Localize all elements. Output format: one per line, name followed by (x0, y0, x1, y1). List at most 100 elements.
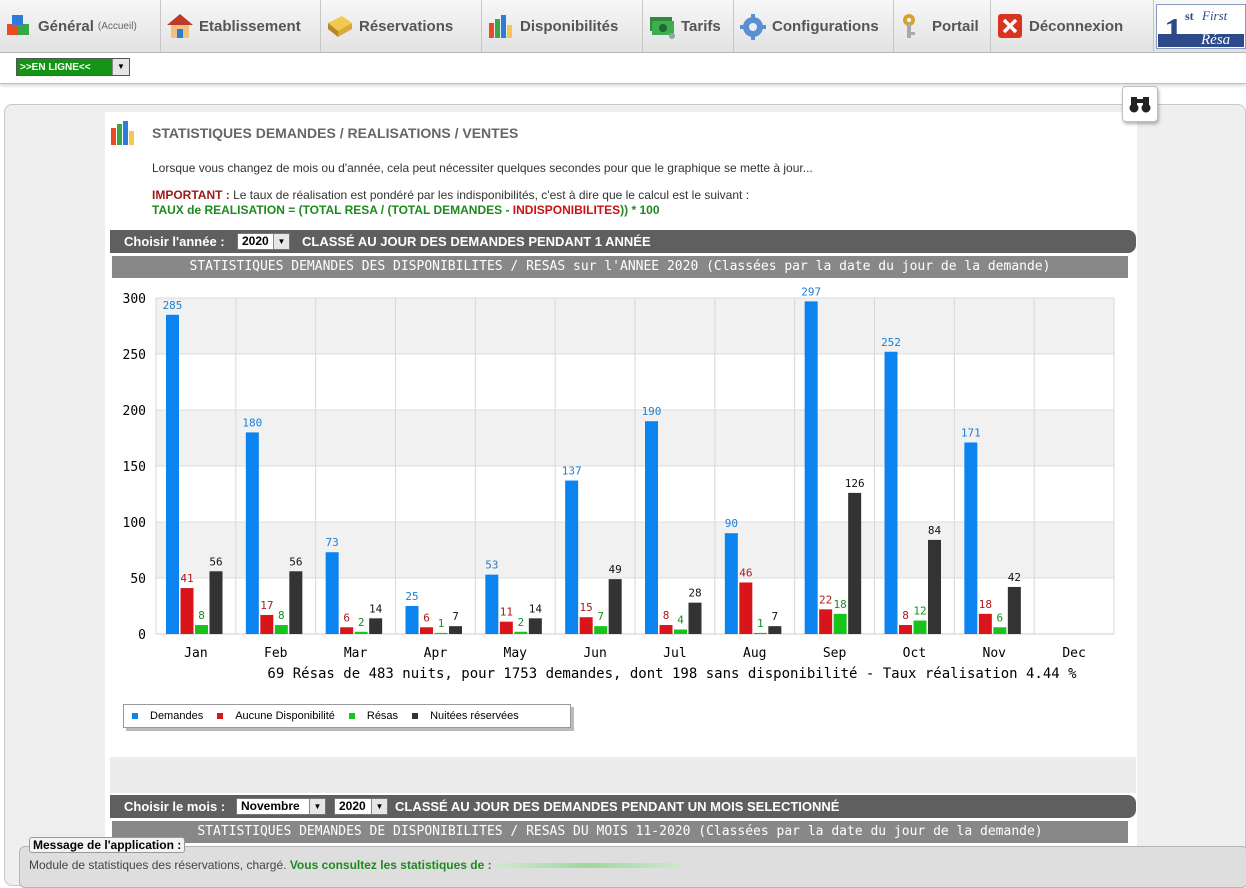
online-status-select[interactable]: >>EN LIGNE<< ▼ (16, 58, 130, 76)
bar-aucune-disponibilit- (180, 588, 194, 634)
nav-etablissement[interactable]: Etablissement (161, 0, 321, 52)
chevron-down-icon[interactable]: ▼ (309, 799, 325, 814)
bar-nuit-es-r-serv-es (688, 602, 702, 634)
bar-aucune-disponibilit- (499, 621, 513, 634)
bar-r-sas (195, 625, 208, 634)
bar-value-label: 7 (597, 610, 604, 623)
nav-general[interactable]: Général (Accueil) (0, 0, 161, 52)
bar-nuit-es-r-serv-es (1007, 586, 1021, 634)
bar-r-sas (354, 631, 368, 634)
important-note: IMPORTANT : Le taux de réalisation est p… (152, 188, 749, 202)
bar-value-label: 285 (163, 299, 183, 312)
bar-demandes (964, 442, 978, 634)
bar-value-label: 53 (485, 559, 498, 572)
bar-value-label: 190 (642, 405, 662, 418)
cubes-icon (7, 15, 29, 35)
bar-value-label: 6 (997, 611, 1004, 624)
status-message-green: Vous consultez les statistiques de : (289, 858, 492, 872)
bar-nuit-es-r-serv-es (369, 618, 383, 634)
x-tick-label: May (504, 646, 528, 661)
year-selector-band: Choisir l'année : 2020 ▼ CLASSÉ AU JOUR … (110, 230, 1136, 253)
status-message-text: Module de statistiques des réservations,… (29, 858, 290, 872)
bar-value-label: 22 (819, 593, 832, 606)
nav-configurations-label: Configurations (772, 17, 879, 35)
house-icon (167, 14, 193, 38)
x-tick-label: Nov (983, 646, 1007, 661)
bar-value-label: 6 (343, 611, 350, 624)
bar-value-label: 2 (358, 616, 365, 629)
bar-demandes (405, 606, 419, 634)
bar-value-label: 11 (500, 606, 513, 619)
important-label: IMPORTANT : (152, 188, 230, 202)
bar-value-label: 2 (518, 616, 525, 629)
x-tick-label: Jul (663, 646, 686, 661)
svg-text:First: First (1201, 8, 1228, 23)
legend-label: Demandes (150, 710, 204, 722)
bar-r-sas (594, 626, 608, 634)
formula-part-b: INDISPONIBILITES (512, 203, 621, 217)
nav-portail-label: Portail (932, 17, 979, 35)
gear-icon (740, 14, 766, 40)
chevron-down-icon[interactable]: ▼ (273, 234, 289, 249)
bar-value-label: 8 (902, 609, 909, 622)
close-icon (998, 14, 1022, 38)
month-band-caption: CLASSÉ AU JOUR DES DEMANDES PENDANT UN M… (395, 799, 840, 814)
y-tick-label: 250 (123, 348, 146, 363)
search-binoculars-button[interactable] (1122, 86, 1158, 122)
bar-value-label: 46 (739, 566, 752, 579)
nav-general-sub: (Accueil) (97, 20, 137, 32)
nav-reservations[interactable]: Réservations (321, 0, 482, 52)
bar-value-label: 56 (209, 555, 222, 568)
legend-swatch (348, 713, 355, 719)
bar-demandes (565, 480, 579, 634)
nav-portail[interactable]: Portail (894, 0, 991, 52)
bar-nuit-es-r-serv-es (209, 571, 223, 634)
month-select[interactable]: Novembre ▼ (236, 798, 326, 815)
nav-disponibilites[interactable]: Disponibilités (482, 0, 643, 52)
bar-demandes (724, 533, 738, 634)
bar-nuit-es-r-serv-es (528, 618, 542, 634)
x-tick-label: Mar (344, 646, 368, 661)
nav-configurations[interactable]: Configurations (734, 0, 894, 52)
bar-aucune-disponibilit- (340, 627, 354, 634)
bar-value-label: 17 (260, 599, 273, 612)
y-tick-label: 150 (123, 460, 146, 475)
bar-aucune-disponibilit- (819, 609, 833, 634)
bar-value-label: 56 (289, 555, 302, 568)
bar-demandes (804, 301, 818, 634)
bar-demandes (485, 574, 499, 634)
nav-deconnexion[interactable]: Déconnexion (991, 0, 1154, 52)
legend-label: Résas (366, 710, 399, 722)
legend-label: Aucune Disponibilité (235, 710, 335, 722)
bar-r-sas (514, 631, 528, 634)
month-select-value: Novembre (241, 799, 300, 813)
book-icon (328, 16, 352, 37)
x-tick-label: Apr (424, 646, 448, 661)
x-tick-label: Feb (264, 646, 288, 661)
month-chart-title: STATISTIQUES DEMANDES DE DISPONIBILITES … (112, 821, 1128, 843)
x-tick-label: Jun (583, 646, 606, 661)
bar-value-label: 25 (405, 590, 418, 603)
month-year-select[interactable]: 2020 ▼ (334, 798, 388, 815)
bar-r-sas (674, 629, 687, 634)
chevron-down-icon[interactable]: ▼ (371, 799, 387, 814)
x-tick-label: Aug (743, 646, 766, 661)
legend-item: Demandes (132, 710, 203, 722)
formula-part-a: TAUX de REALISATION = (TOTAL RESA / (TOT… (152, 203, 513, 217)
bar-aucune-disponibilit- (659, 625, 673, 634)
chevron-down-icon[interactable]: ▼ (112, 59, 129, 75)
nav-disponibilites-label: Disponibilités (520, 17, 619, 35)
online-status-value: >>EN LIGNE<< (20, 62, 91, 73)
bar-r-sas (913, 620, 927, 634)
bar-value-label: 8 (278, 609, 285, 622)
bar-demandes (166, 314, 179, 634)
important-text: Le taux de réalisation est pondéré par l… (229, 188, 750, 202)
nav-tarifs-label: Tarifs (681, 17, 721, 35)
nav-tarifs[interactable]: Tarifs (643, 0, 734, 52)
bar-nuit-es-r-serv-es (928, 539, 941, 634)
month-selector-label: Choisir le mois : (124, 799, 226, 814)
bar-aucune-disponibilit- (978, 613, 992, 634)
year-bar-chart: 0 50 100 150 200 250 300 Jan Feb Mar Apr May Jun Jul A… (123, 285, 1115, 682)
year-select[interactable]: 2020 ▼ (237, 233, 290, 250)
bar-value-label: 6 (423, 611, 430, 624)
